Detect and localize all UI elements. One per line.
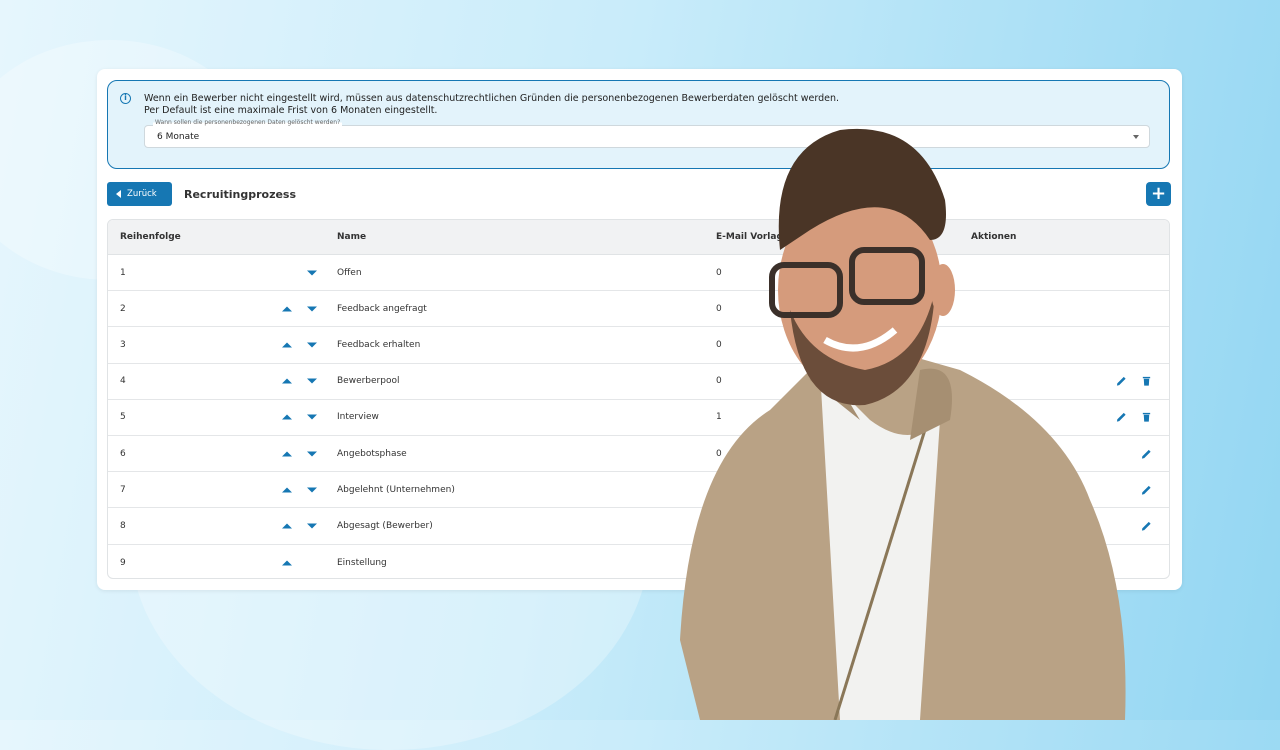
row-name: Abgesagt (Bewerber) [337, 520, 433, 531]
back-label: Zurück [127, 189, 157, 199]
move-up-icon[interactable] [282, 378, 292, 384]
select-value: 6 Monate [157, 132, 200, 142]
row-name: Feedback angefragt [337, 303, 427, 314]
row-name: Abgelehnt (Unternehmen) [337, 484, 455, 495]
row-order: 3 [120, 339, 126, 350]
move-down-icon[interactable] [307, 342, 317, 348]
row-name: Interview [337, 412, 379, 423]
page-title: Recruitingprozess [184, 188, 297, 201]
move-up-icon[interactable] [282, 451, 292, 457]
move-down-icon[interactable] [307, 487, 317, 493]
row-email-templates: 0 [716, 267, 722, 278]
move-up-icon[interactable] [282, 523, 292, 529]
move-up-icon[interactable] [282, 487, 292, 493]
row-order: 8 [120, 520, 126, 531]
edit-icon[interactable] [1116, 376, 1127, 387]
table-row: 3 Feedback erhalten 0 [108, 327, 1169, 364]
move-down-icon[interactable] [307, 270, 317, 276]
process-table: Reihenfolge Name E-Mail Vorlag Aktionen … [107, 219, 1170, 579]
table-row: 8 Abgesagt (Bewerber) [108, 508, 1169, 545]
row-name: Offen [337, 267, 362, 278]
table-row: 1 Offen 0 [108, 255, 1169, 292]
edit-icon[interactable] [1141, 484, 1152, 495]
move-up-icon[interactable] [282, 306, 292, 312]
move-up-icon[interactable] [282, 414, 292, 420]
row-name: Bewerberpool [337, 376, 400, 387]
table-row: 2 Feedback angefragt 0 [108, 291, 1169, 328]
row-email-templates: 0 [716, 448, 722, 459]
header-name: Name [337, 232, 367, 242]
row-email-templates: 0 [716, 376, 722, 387]
row-order: 2 [120, 303, 126, 314]
table-row: 9 Einstellung [108, 545, 1169, 579]
edit-icon[interactable] [1141, 520, 1152, 531]
table-row: 4 Bewerberpool 0 [108, 364, 1169, 400]
row-name: Einstellung [337, 557, 387, 568]
delete-icon[interactable] [1141, 412, 1152, 423]
back-button[interactable]: Zurück [107, 182, 172, 206]
row-order: 1 [120, 267, 126, 278]
move-down-icon[interactable] [307, 523, 317, 529]
select-label: Wann sollen die personenbezogenen Daten … [153, 119, 343, 126]
caret-down-icon [1133, 135, 1139, 142]
row-email-templates: 0 [716, 339, 722, 350]
header-email: E-Mail Vorlag [716, 232, 783, 242]
header-actions: Aktionen [971, 232, 1017, 242]
delete-icon[interactable] [1141, 376, 1152, 387]
move-up-icon[interactable] [282, 342, 292, 348]
table-row: 5 Interview 1 [108, 400, 1169, 436]
table-row: 7 Abgelehnt (Unternehmen) [108, 472, 1169, 509]
table-row: 6 Angebotsphase 0 [108, 436, 1169, 473]
move-down-icon[interactable] [307, 414, 317, 420]
move-down-icon[interactable] [307, 378, 317, 384]
table-header: Reihenfolge Name E-Mail Vorlag Aktionen [108, 220, 1169, 255]
info-icon: i [120, 93, 131, 104]
info-line-2: Per Default ist eine maximale Frist von … [144, 105, 438, 116]
row-order: 6 [120, 448, 126, 459]
row-email-templates: 1 [716, 412, 722, 423]
row-order: 9 [120, 557, 126, 568]
row-order: 5 [120, 412, 126, 423]
caret-left-icon [116, 190, 121, 198]
move-down-icon[interactable] [307, 451, 317, 457]
info-box: i Wenn ein Bewerber nicht eingestellt wi… [107, 80, 1170, 169]
row-name: Angebotsphase [337, 448, 407, 459]
header-order: Reihenfolge [120, 232, 181, 242]
row-order: 4 [120, 376, 126, 387]
move-down-icon[interactable] [307, 306, 317, 312]
move-up-icon[interactable] [282, 560, 292, 566]
info-line-1: Wenn ein Bewerber nicht eingestellt wird… [144, 93, 840, 104]
add-step-button[interactable]: + [1146, 182, 1171, 206]
person-photo [680, 128, 1126, 720]
edit-icon[interactable] [1141, 448, 1152, 459]
row-name: Feedback erhalten [337, 339, 421, 350]
row-order: 7 [120, 484, 126, 495]
edit-icon[interactable] [1116, 412, 1127, 423]
row-email-templates: 0 [716, 303, 722, 314]
